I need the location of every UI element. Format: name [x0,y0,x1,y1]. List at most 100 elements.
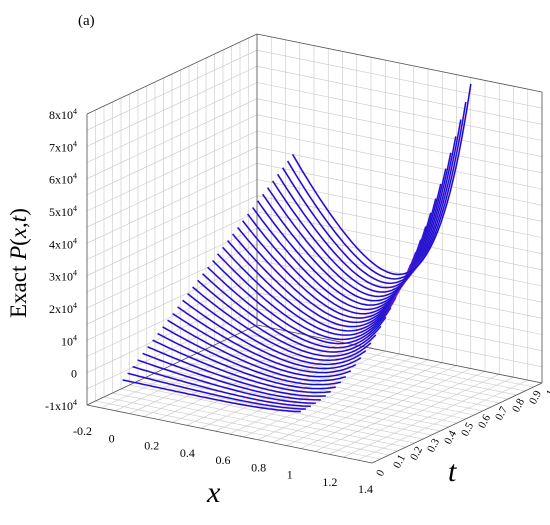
grid-line [256,130,543,190]
surface-curve [187,293,367,366]
x-tick-label: 1.2 [322,475,337,489]
surface-curve [172,313,352,378]
x-tick-label: 0.8 [251,460,266,474]
axis-edge [371,382,543,464]
grid-line [120,388,407,448]
t-tick-label: 0.6 [476,412,493,430]
surface-curve [177,306,357,374]
t-tick-label: 0 [374,467,387,478]
surface-curve [127,372,306,410]
surface-curve [162,326,341,386]
surface-curve [147,346,326,397]
grid-line [256,146,543,206]
surface-curve [197,279,377,357]
surface-curve [217,253,397,341]
grid-line [86,66,258,147]
surface-curve [182,299,362,370]
grid-line [256,276,543,335]
grid-line [86,179,258,260]
z-tick-label: 7x104 [49,139,77,154]
t-tick-label: 0.1 [391,453,408,471]
grid-line [86,130,258,212]
t-axis-label: t [448,455,457,488]
z-axis-label: Exact P(x,t) [6,208,31,318]
grid-line [248,328,534,388]
z-tick-label: 0 [71,367,77,381]
grid-line [256,308,543,368]
grid-lines [86,33,543,464]
grid-line [256,82,543,141]
surface-curves [122,83,472,413]
grid-line [129,384,415,444]
x-tick-label: -0.2 [73,424,92,438]
x-axis-label: x [206,476,221,509]
grid-line [86,98,258,179]
surface-curve [286,101,467,280]
grid-line [222,340,509,400]
x-tick-label: 0.6 [216,453,231,467]
grid-line [86,195,258,276]
grid-line [256,292,543,351]
t-tick-labels: 0 0.1 0.2 0.3 0.4 0.5 0.6 0.7 0.8 0.9 1 [374,388,550,478]
surface-curve [157,332,336,390]
grid-line [256,66,543,125]
surface-curve [152,339,331,394]
surface-curve [207,266,387,349]
t-tick-label: 0.4 [442,428,459,446]
t-tick-label: 0.3 [425,436,442,454]
x-tick-label: 0.2 [144,439,159,453]
grid-line [256,211,543,271]
panel-label: (a) [78,13,95,29]
surface-curve [267,168,447,298]
grid-line [86,114,258,196]
grid-line [214,344,500,404]
grid-line [86,276,258,357]
x-tick-labels: -0.2 0 0.2 0.4 0.6 0.8 1 1.2 1.4 [73,424,373,496]
surface-curve [237,226,417,323]
t-tick-label: 0.5 [459,420,476,438]
surface-curve [212,260,392,345]
surface-curve [222,246,402,336]
grid-line [256,163,543,222]
z-tick-label: -1x104 [45,398,77,413]
grid-line [188,356,475,416]
grid-line [256,195,543,254]
surface-curve [242,220,422,319]
grid-line [86,82,258,163]
t-tick-label: 1 [544,388,550,398]
axis-edge [86,33,258,115]
grid-line [256,98,543,157]
surface-curve [132,366,311,407]
t-tick-label: 0.2 [408,445,425,463]
axis-edge [86,404,373,464]
grid-line [180,360,466,420]
grid-line [86,49,258,131]
grid-line [256,49,543,109]
grid-line [146,376,432,436]
grid-line [86,211,258,293]
x-tick-label: 0.4 [180,446,195,460]
surface-curve [277,136,457,289]
surface-curve [192,286,372,362]
x-tick-label: 0 [109,431,115,445]
surface-curve [122,379,301,413]
z-tick-label: 3x104 [49,269,77,284]
surface-curve [272,152,452,293]
grid-line [239,332,526,392]
surface-curve [282,119,462,285]
t-tick-label: 0.9 [527,388,544,406]
z-tick-label: 2x104 [49,301,77,316]
surface-curve [167,319,346,382]
surface-curve [142,352,321,401]
grid-line [103,396,390,456]
surface-curve [227,240,407,332]
axis-edge [256,33,543,93]
x-tick-label: 1 [287,468,293,482]
z-tick-label: 6x104 [49,172,77,187]
grid-line [86,163,258,244]
t-tick-label: 0.7 [493,404,510,422]
grid-line [256,243,543,303]
surface-curve [232,233,412,328]
z-tick-label: 5x104 [49,204,77,219]
